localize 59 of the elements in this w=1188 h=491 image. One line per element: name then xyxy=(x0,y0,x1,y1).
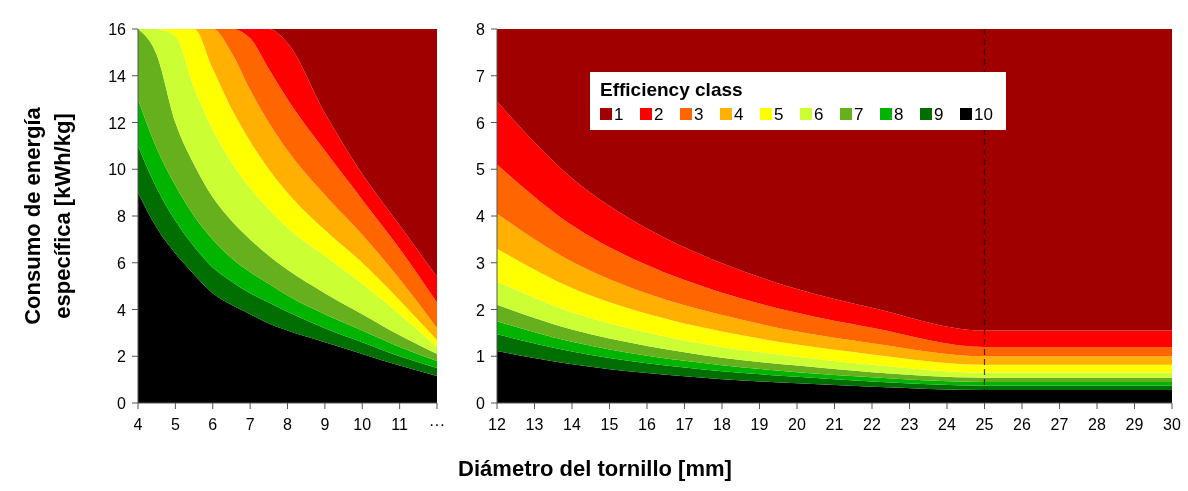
y-tick-label: 4 xyxy=(117,301,127,319)
y-tick-label: 4 xyxy=(476,208,486,225)
y-tick-label: 8 xyxy=(117,208,127,225)
x-tick-label: 22 xyxy=(863,416,881,433)
y-tick-label: 10 xyxy=(108,161,127,179)
x-tick-label: ··· xyxy=(429,416,445,433)
legend-label: 9 xyxy=(934,105,944,124)
x-tick-label: 14 xyxy=(563,416,581,433)
y-tick-label: 0 xyxy=(476,395,486,412)
y-tick-label: 12 xyxy=(108,114,127,132)
x-tick-label: 7 xyxy=(245,416,255,433)
x-tick-label: 11 xyxy=(391,416,409,433)
x-tick-label: 28 xyxy=(1088,416,1106,433)
legend-label: 8 xyxy=(894,105,904,124)
y-tick-label: 1 xyxy=(476,348,486,366)
x-tick-label: 6 xyxy=(208,416,218,433)
x-tick-label: 18 xyxy=(713,416,731,433)
legend-label: 3 xyxy=(694,105,704,124)
x-tick-label: 5 xyxy=(170,416,180,433)
y-tick-label: 5 xyxy=(476,161,486,179)
x-tick-label: 30 xyxy=(1163,416,1181,433)
x-tick-label: 19 xyxy=(750,416,769,433)
x-tick-label: 27 xyxy=(1050,416,1069,433)
legend-label: 10 xyxy=(974,105,993,124)
y-tick-label: 6 xyxy=(476,114,486,132)
x-tick-label: 15 xyxy=(600,416,619,433)
x-tick-label: 26 xyxy=(1013,416,1031,433)
x-axis-title: Diámetro del tornillo [mm] xyxy=(458,456,732,481)
x-tick-label: 21 xyxy=(825,416,844,433)
x-tick-label: 4 xyxy=(133,416,143,433)
legend-label: 7 xyxy=(854,105,864,124)
y-tick-label: 8 xyxy=(476,21,486,38)
legend-label: 6 xyxy=(814,105,824,124)
x-tick-label: 25 xyxy=(975,416,994,433)
y-tick-label: 3 xyxy=(476,254,486,272)
y-tick-label: 14 xyxy=(108,67,127,85)
x-tick-label: 12 xyxy=(488,416,506,433)
y-tick-label: 7 xyxy=(476,67,486,85)
y-tick-label: 16 xyxy=(108,21,127,38)
x-tick-label: 17 xyxy=(675,416,694,433)
y-axis-title: Consumo de energía específica [kWh/kg] xyxy=(20,106,75,325)
y-tick-label: 2 xyxy=(476,301,486,319)
x-tick-label: 9 xyxy=(320,416,330,433)
x-tick-label: 8 xyxy=(283,416,293,433)
x-tick-label: 23 xyxy=(900,416,919,433)
x-tick-label: 29 xyxy=(1125,416,1144,433)
legend-label: 4 xyxy=(734,105,744,124)
y-tick-label: 0 xyxy=(117,395,127,412)
y-tick-label: 2 xyxy=(117,348,127,366)
x-tick-label: 10 xyxy=(353,416,372,433)
legend-label: 5 xyxy=(774,105,784,124)
x-tick-label: 16 xyxy=(638,416,656,433)
legend-title: Efficiency class xyxy=(600,79,743,100)
y-tick-label: 6 xyxy=(117,254,127,272)
x-tick-label: 24 xyxy=(938,416,956,433)
legend-label: 2 xyxy=(654,105,664,124)
x-tick-label: 20 xyxy=(788,416,806,433)
legend-label: 1 xyxy=(614,105,624,124)
x-tick-label: 13 xyxy=(525,416,544,433)
